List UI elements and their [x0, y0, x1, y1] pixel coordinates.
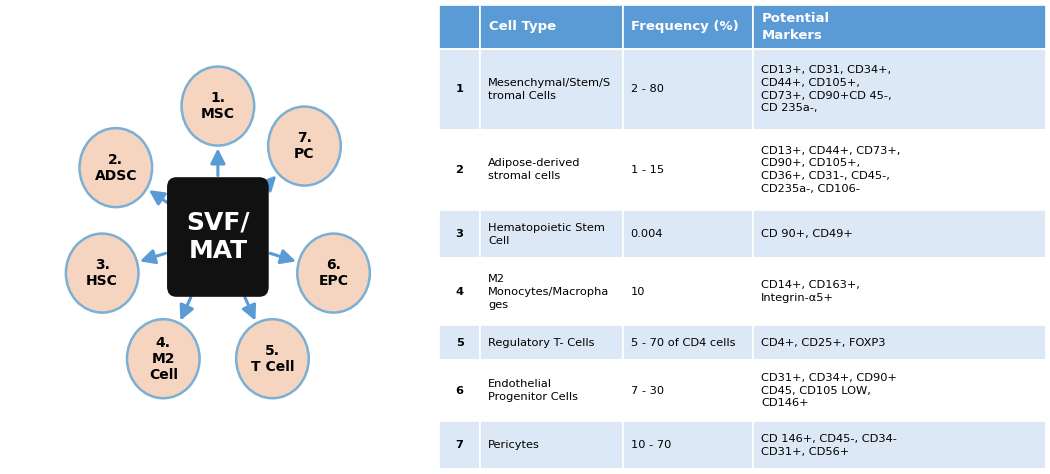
Text: Frequency (%): Frequency (%) [631, 20, 739, 33]
Bar [623, 258, 753, 325]
Bar [623, 49, 753, 129]
Bar [480, 49, 623, 129]
Text: 0.004: 0.004 [631, 229, 664, 239]
Text: 5 - 70 of CD4 cells: 5 - 70 of CD4 cells [631, 337, 735, 347]
Text: 5: 5 [456, 337, 463, 347]
Circle shape [297, 234, 370, 312]
Bar [439, 210, 480, 258]
Text: CD14+, CD163+,
Integrin-α5+: CD14+, CD163+, Integrin-α5+ [761, 280, 860, 303]
Text: Cell Type: Cell Type [488, 20, 555, 33]
Circle shape [182, 66, 254, 146]
Text: Endothelial
Progenitor Cells: Endothelial Progenitor Cells [488, 379, 579, 402]
Text: 2 - 80: 2 - 80 [631, 84, 664, 94]
Circle shape [80, 128, 152, 207]
Bar [480, 210, 623, 258]
Circle shape [66, 234, 139, 312]
Bar [623, 129, 753, 210]
Bar [753, 258, 1046, 325]
Text: 2: 2 [456, 165, 463, 175]
Text: CD31+, CD34+, CD90+
CD45, CD105 LOW,
CD146+: CD31+, CD34+, CD90+ CD45, CD105 LOW, CD1… [761, 373, 897, 409]
Bar [439, 421, 480, 469]
Bar [753, 49, 1046, 129]
Text: CD4+, CD25+, FOXP3: CD4+, CD25+, FOXP3 [761, 337, 885, 347]
Text: 7: 7 [456, 440, 463, 450]
Bar [623, 421, 753, 469]
Text: 3.
HSC: 3. HSC [86, 258, 118, 288]
Circle shape [127, 319, 200, 398]
Text: 10 - 70: 10 - 70 [631, 440, 671, 450]
Bar [623, 5, 753, 49]
Circle shape [236, 319, 309, 398]
Bar [439, 5, 480, 49]
Bar [439, 360, 480, 421]
Text: 6.
EPC: 6. EPC [318, 258, 349, 288]
Text: 4.
M2
Cell: 4. M2 Cell [149, 336, 177, 382]
FancyBboxPatch shape [167, 177, 269, 297]
Bar [480, 5, 623, 49]
Circle shape [268, 107, 341, 185]
Text: Potential
Markers: Potential Markers [761, 12, 830, 42]
Bar [439, 325, 480, 360]
Text: 1: 1 [456, 84, 463, 94]
Bar [480, 421, 623, 469]
Bar [480, 360, 623, 421]
Bar [753, 360, 1046, 421]
Text: CD 146+, CD45-, CD34-
CD31+, CD56+: CD 146+, CD45-, CD34- CD31+, CD56+ [761, 434, 897, 456]
Text: Regulatory T- Cells: Regulatory T- Cells [488, 337, 594, 347]
Text: CD13+, CD31, CD34+,
CD44+, CD105+,
CD73+, CD90+CD 45-,
CD 235a-,: CD13+, CD31, CD34+, CD44+, CD105+, CD73+… [761, 65, 891, 113]
Text: 1.
MSC: 1. MSC [201, 91, 235, 121]
Text: Adipose-derived
stromal cells: Adipose-derived stromal cells [488, 158, 581, 181]
Bar [753, 325, 1046, 360]
Text: 10: 10 [631, 287, 645, 297]
Text: SVF/
MAT: SVF/ MAT [186, 210, 250, 264]
Text: 5.
T Cell: 5. T Cell [251, 344, 294, 374]
Text: M2
Monocytes/Macropha
ges: M2 Monocytes/Macropha ges [488, 274, 609, 310]
Text: 2.
ADSC: 2. ADSC [94, 153, 138, 182]
Bar [439, 258, 480, 325]
Bar [623, 210, 753, 258]
Text: CD13+, CD44+, CD73+,
CD90+, CD105+,
CD36+, CD31-, CD45-,
CD235a-, CD106-: CD13+, CD44+, CD73+, CD90+, CD105+, CD36… [761, 146, 901, 194]
Text: 7 - 30: 7 - 30 [631, 385, 664, 396]
Text: 4: 4 [456, 287, 463, 297]
Bar [480, 129, 623, 210]
Bar [753, 5, 1046, 49]
Bar [623, 325, 753, 360]
Text: Pericytes: Pericytes [488, 440, 540, 450]
Bar [480, 258, 623, 325]
Bar [753, 129, 1046, 210]
Bar [439, 49, 480, 129]
Bar [753, 421, 1046, 469]
Bar [480, 325, 623, 360]
Bar [439, 129, 480, 210]
Text: Mesenchymal/Stem/S
tromal Cells: Mesenchymal/Stem/S tromal Cells [488, 78, 611, 100]
Text: 1 - 15: 1 - 15 [631, 165, 664, 175]
Text: 7.
PC: 7. PC [294, 131, 315, 161]
Text: 3: 3 [456, 229, 463, 239]
Text: CD 90+, CD49+: CD 90+, CD49+ [761, 229, 853, 239]
Text: 6: 6 [456, 385, 463, 396]
Text: Hematopoietic Stem
Cell: Hematopoietic Stem Cell [488, 223, 605, 246]
Bar [753, 210, 1046, 258]
Bar [623, 360, 753, 421]
